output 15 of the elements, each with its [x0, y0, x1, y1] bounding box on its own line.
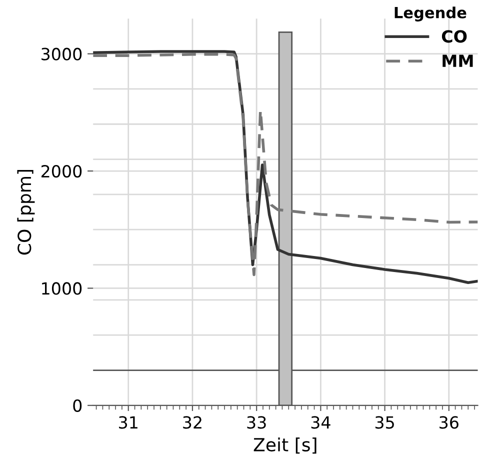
legend-title: Legende — [394, 6, 466, 22]
x-tick-label: 33 — [247, 416, 266, 429]
x-tick-label: 32 — [183, 416, 202, 429]
x-axis-title: Zeit [s] — [254, 438, 316, 454]
x-tick-label: 36 — [440, 416, 458, 429]
x-tick-label: 34 — [311, 416, 330, 429]
legend-label: CO — [442, 30, 467, 43]
y-tick-label: 0 — [73, 399, 82, 412]
y-tick-label: 2000 — [41, 164, 82, 178]
y-tick-label: 1000 — [42, 282, 82, 295]
x-tick-label: 31 — [119, 416, 138, 429]
legend-label: MM — [442, 54, 473, 67]
y-tick-label: 3000 — [42, 48, 82, 60]
x-tick-label: 35 — [375, 416, 394, 429]
y-axis-title: CO [ppm] — [17, 170, 35, 255]
